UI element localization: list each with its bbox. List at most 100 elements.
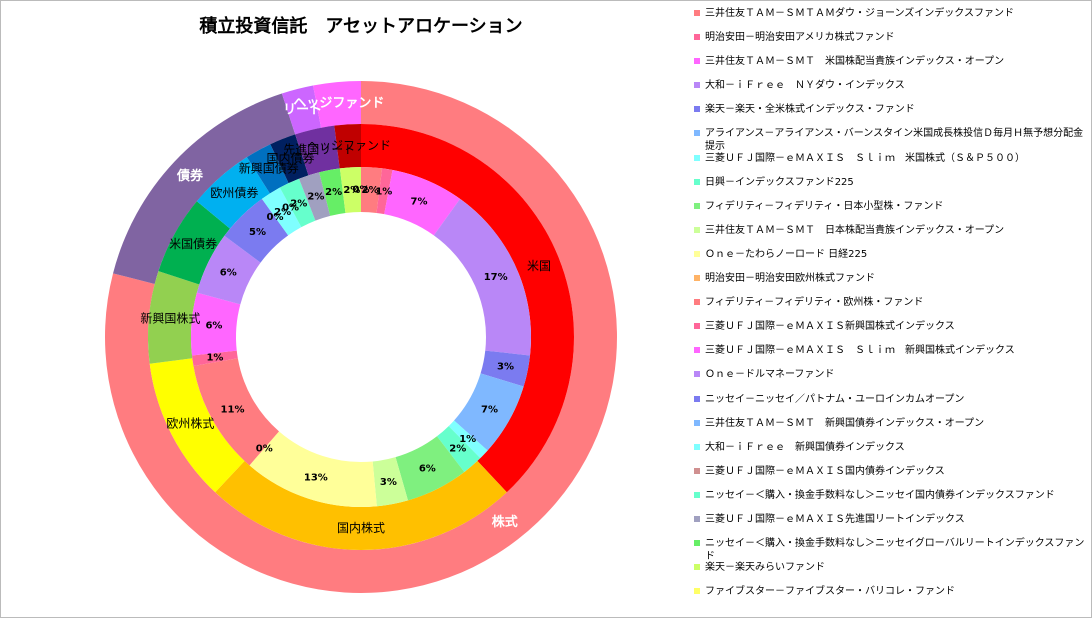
legend-item: 三菱ＵＦＪ国際－ｅＭＡＸＩＳ Ｓｌｉｍ 米国株式（Ｓ＆Ｐ５００）: [694, 152, 1086, 176]
donut-slice: [313, 81, 361, 128]
legend-swatch: [694, 299, 700, 306]
slice-label: 株式: [492, 514, 518, 530]
legend-label: ニッセイ－＜購入・換金手数料なし＞ニッセイ国内債券インデックスファンド: [705, 489, 1055, 501]
slice-label: 先進国リート: [283, 143, 355, 157]
legend-item: 明治安田－明治安田欧州株式ファンド: [694, 272, 1086, 296]
legend-label: 三菱ＵＦＪ国際－ｅＭＡＸＩＳ新興国株式インデックス: [705, 321, 955, 333]
legend-item: フィデリティ－フィデリティ・日本小型株・ファンド: [694, 200, 1086, 224]
slice-label: 7%: [481, 404, 498, 415]
donut-slice: [261, 187, 302, 236]
donut-slice: [361, 124, 575, 493]
legend-label: 三井住友ＴＡＭ－ＳＭＴＡＭダウ・ジョーンズインデックスファンド: [705, 8, 1014, 19]
legend-swatch: [694, 395, 700, 402]
legend-swatch: [694, 467, 700, 474]
legend-item: 三井住友ＴＡＭ－ＳＭＴ 新興国債券インデックス・オープン: [694, 417, 1086, 441]
donut-slice: [196, 157, 270, 229]
slice-label: 欧州株式: [166, 415, 214, 430]
legend-swatch: [694, 443, 700, 450]
legend-item: ニッセイ－＜購入・換金手数料なし＞ニッセイグローバルリートインデックスファンド: [694, 537, 1086, 563]
donut-slice: [454, 373, 524, 451]
donut-slice: [436, 426, 481, 473]
donut-slice: [215, 460, 507, 551]
legend-label: ニッセイ－ニッセイ／パトナム・ユーロインカムオープン: [705, 393, 965, 405]
legend-swatch: [694, 226, 700, 233]
legend-label: 三井住友ＴＡＭ－ＳＭＴ 米国株配当貴族インデックス・オープン: [705, 56, 1005, 68]
legend-label: 明治安田－明治安田欧州株式ファンド: [705, 273, 875, 285]
slice-label: 欧州債券: [210, 185, 258, 200]
legend-swatch: [694, 588, 700, 595]
donut-slice: [361, 167, 383, 213]
slice-label: 国内株式: [337, 520, 385, 535]
legend-label: フィデリティ－フィデリティ・日本小型株・ファンド: [705, 200, 944, 212]
donut-slice: [249, 431, 377, 507]
legend-item: 楽天－楽天・全米株式インデックス・ファンド: [694, 103, 1086, 127]
donut-slice: [319, 168, 346, 216]
legend-label: 三菱ＵＦＪ国際－ｅＭＡＸＩＳ Ｓｌｉｍ 新興国株式インデックス: [705, 345, 1015, 357]
slice-label: 新興国株式: [140, 310, 200, 325]
slice-label: 0%: [353, 185, 370, 196]
slice-label: 6%: [205, 321, 222, 332]
slice-label: 5%: [249, 227, 266, 238]
donut-slice: [158, 201, 231, 285]
legend-label: 大和－ｉＦｒｅｅ ＮＹダウ・インデックス: [705, 80, 905, 92]
slice-label: 国内債券: [266, 150, 314, 165]
legend-swatch: [694, 347, 700, 354]
slice-label: 1%: [375, 186, 392, 197]
donut-slice: [281, 85, 322, 135]
slice-label: 米国: [527, 259, 551, 273]
legend-label: 楽天－楽天みらいファンド: [705, 562, 825, 574]
legend-item: 三菱ＵＦＪ国際－ｅＭＡＸＩＳ先進国リートインデックス: [694, 513, 1086, 537]
legend-label: 日興－インデックスファンド225: [705, 176, 854, 188]
slice-label: 1%: [459, 434, 476, 445]
legend-label: アライアンス－アライアンス・バーンスタイン米国成長株投信Ｄ毎月Ｈ無予想分配金提示: [705, 128, 1084, 153]
legend-label: 大和－ｉＦｒｅｅ 新興国債券インデックス: [705, 441, 905, 453]
legend-label: ファイブスター－ファイブスター・バリコレ・ファンド: [705, 586, 955, 598]
donut-slice: [224, 198, 289, 263]
slice-label: 2%: [362, 185, 379, 196]
slice-label: 11%: [221, 404, 245, 415]
legend-item: ファイブスター－ファイブスター・バリコレ・ファンド: [694, 585, 1086, 609]
legend-label: 三井住友ＴＡＭ－ＳＭＴ 日本株配当貴族インデックス・オープン: [705, 224, 1005, 236]
legend-swatch: [694, 82, 700, 89]
slice-label: 2%: [290, 198, 307, 209]
legend-item: 三井住友ＴＡＭ－ＳＭＴＡＭダウ・ジョーンズインデックスファンド: [694, 7, 1086, 31]
legend-label: ニッセイ－＜購入・換金手数料なし＞ニッセイグローバルリートインデックスファンド: [705, 538, 1085, 563]
legend-item: ニッセイ－ニッセイ／パトナム・ユーロインカムオープン: [694, 393, 1086, 417]
slice-label: 1%: [206, 353, 223, 364]
legend-label: 三菱ＵＦＪ国際－ｅＭＡＸＩＳ Ｓｌｉｍ 米国株式（Ｓ＆Ｐ５００）: [705, 152, 1025, 164]
legend: 三井住友ＴＡＭ－ＳＭＴＡＭダウ・ジョーンズインデックスファンド 明治安田－明治安田…: [694, 7, 1086, 609]
legend-swatch: [694, 34, 700, 41]
donut-slice: [384, 169, 461, 236]
legend-item: 三井住友ＴＡＭ－ＳＭＴ 米国株配当貴族インデックス・オープン: [694, 55, 1086, 79]
donut-slice: [376, 168, 393, 215]
legend-swatch: [694, 515, 700, 522]
donut-slice: [372, 457, 408, 507]
donut-slice: [279, 178, 316, 228]
legend-swatch: [694, 275, 700, 282]
legend-swatch: [694, 564, 700, 571]
slice-label: 7%: [411, 196, 428, 207]
donut-slice: [149, 358, 245, 493]
legend-label: Ｏｎｅ－たわらノーロード 日経225: [705, 248, 868, 260]
legend-swatch: [694, 419, 700, 426]
legend-item: Ｏｎｅ－ドルマネーファンド: [694, 368, 1086, 392]
slice-label: 新興国債券: [239, 161, 299, 176]
legend-swatch: [694, 178, 700, 185]
legend-item: 大和－ｉＦｒｅｅ ＮＹダウ・インデックス: [694, 79, 1086, 103]
legend-swatch: [694, 323, 700, 330]
donut-slice: [147, 271, 200, 364]
slice-label: 2%: [307, 192, 324, 203]
donut-slice: [193, 358, 280, 466]
slice-label: 6%: [220, 268, 237, 279]
legend-item: 日興－インデックスファンド225: [694, 176, 1086, 200]
slice-label: 13%: [304, 472, 328, 483]
slice-label: ヘッジファンド: [307, 138, 391, 152]
legend-swatch: [694, 540, 700, 547]
legend-swatch: [694, 371, 700, 378]
donut-slice: [270, 134, 309, 184]
legend-swatch: [694, 491, 700, 498]
legend-item: 三菱ＵＦＪ国際－ｅＭＡＸＩＳ新興国株式インデックス: [694, 320, 1086, 344]
legend-label: 三菱ＵＦＪ国際－ｅＭＡＸＩＳ先進国リートインデックス: [705, 513, 965, 525]
donut-slice: [246, 144, 289, 194]
